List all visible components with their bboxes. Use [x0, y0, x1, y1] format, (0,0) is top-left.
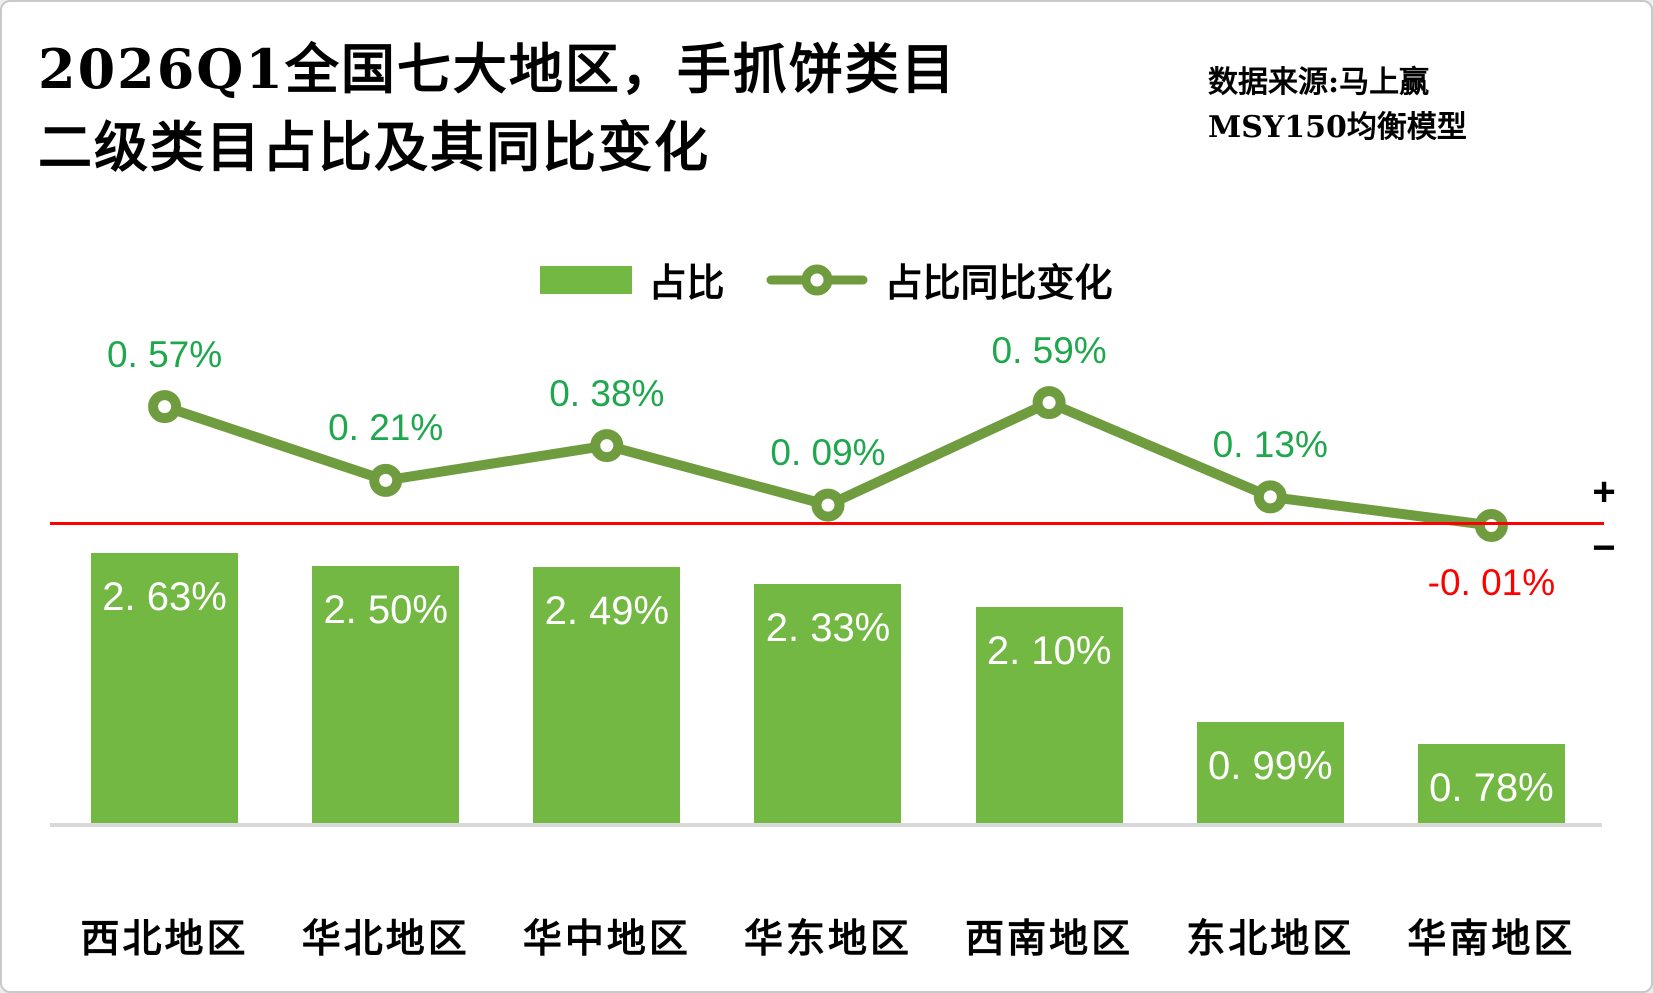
bar-value-label: 2. 50%: [323, 588, 448, 632]
line-value-label: 0. 57%: [106, 333, 223, 375]
line-marker: [369, 463, 403, 497]
bar: 2. 50%: [312, 566, 460, 824]
line-marker: [811, 488, 845, 522]
legend-item-line: 占比同比变化: [765, 252, 1113, 307]
line-marker: [1474, 509, 1508, 542]
line-marker: [148, 390, 182, 424]
bar: 0. 99%: [1196, 721, 1344, 824]
bar-series-swatch-icon: [540, 265, 633, 294]
zero-line: [50, 522, 1604, 525]
x-axis-line: [50, 823, 1602, 827]
data-source-line1: 数据来源:马上赢: [1208, 65, 1430, 100]
line-series-swatch-icon: [766, 264, 867, 295]
line-marker: [590, 429, 624, 463]
category-label: 华北地区: [301, 916, 470, 962]
negative-axis-sign: −: [1592, 526, 1616, 570]
category-label: 华南地区: [1407, 916, 1576, 962]
line-value-label: 0. 21%: [328, 407, 444, 449]
chart-title: 2026Q1全国七大地区，手抓饼类目 二级类目占比及其同比变化: [38, 30, 957, 186]
chart-title-line2: 二级类目占比及其同比变化: [38, 115, 710, 179]
bar: 2. 63%: [91, 552, 239, 824]
category-label: 东北地区: [1186, 916, 1355, 962]
bar-series-label: 占比: [648, 260, 725, 305]
category-label: 西北地区: [80, 916, 249, 962]
line-marker: [1032, 386, 1066, 420]
category-label: 华中地区: [522, 916, 691, 962]
line-value-label: 0. 59%: [991, 329, 1107, 371]
bar-value-label: 0. 78%: [1429, 765, 1554, 810]
line-value-label: 0. 13%: [1212, 423, 1328, 465]
line-marker: [1253, 480, 1287, 514]
bar-value-label: 2. 33%: [765, 605, 891, 650]
category-label: 华东地区: [743, 916, 912, 962]
legend: 占比 占比同比变化: [2, 252, 1651, 307]
positive-axis-sign: +: [1592, 470, 1616, 514]
line-value-label: 0. 38%: [549, 372, 665, 414]
line-value-label-negative: -0. 01%: [1427, 561, 1556, 603]
bar-value-label: 0. 99%: [1208, 743, 1333, 788]
data-source-line2: MSY150均衡模型: [1208, 110, 1467, 145]
line-series-label: 占比同比变化: [884, 260, 1113, 305]
line-value-label: 0. 09%: [770, 432, 886, 474]
chart-title-line1: 2026Q1全国七大地区，手抓饼类目: [38, 37, 957, 101]
bar: 2. 33%: [754, 583, 902, 824]
bar-value-label: 2. 49%: [544, 589, 670, 634]
bar: 2. 10%: [975, 607, 1123, 824]
bar-value-label: 2. 10%: [986, 629, 1112, 674]
data-source: 数据来源:马上赢 MSY150均衡模型: [1208, 60, 1467, 150]
bar-value-label: 2. 63%: [102, 574, 227, 619]
bar: 0. 78%: [1417, 743, 1565, 824]
legend-item-bar: 占比: [540, 252, 725, 307]
bar: 2. 49%: [533, 567, 681, 824]
category-label: 西南地区: [965, 916, 1134, 962]
